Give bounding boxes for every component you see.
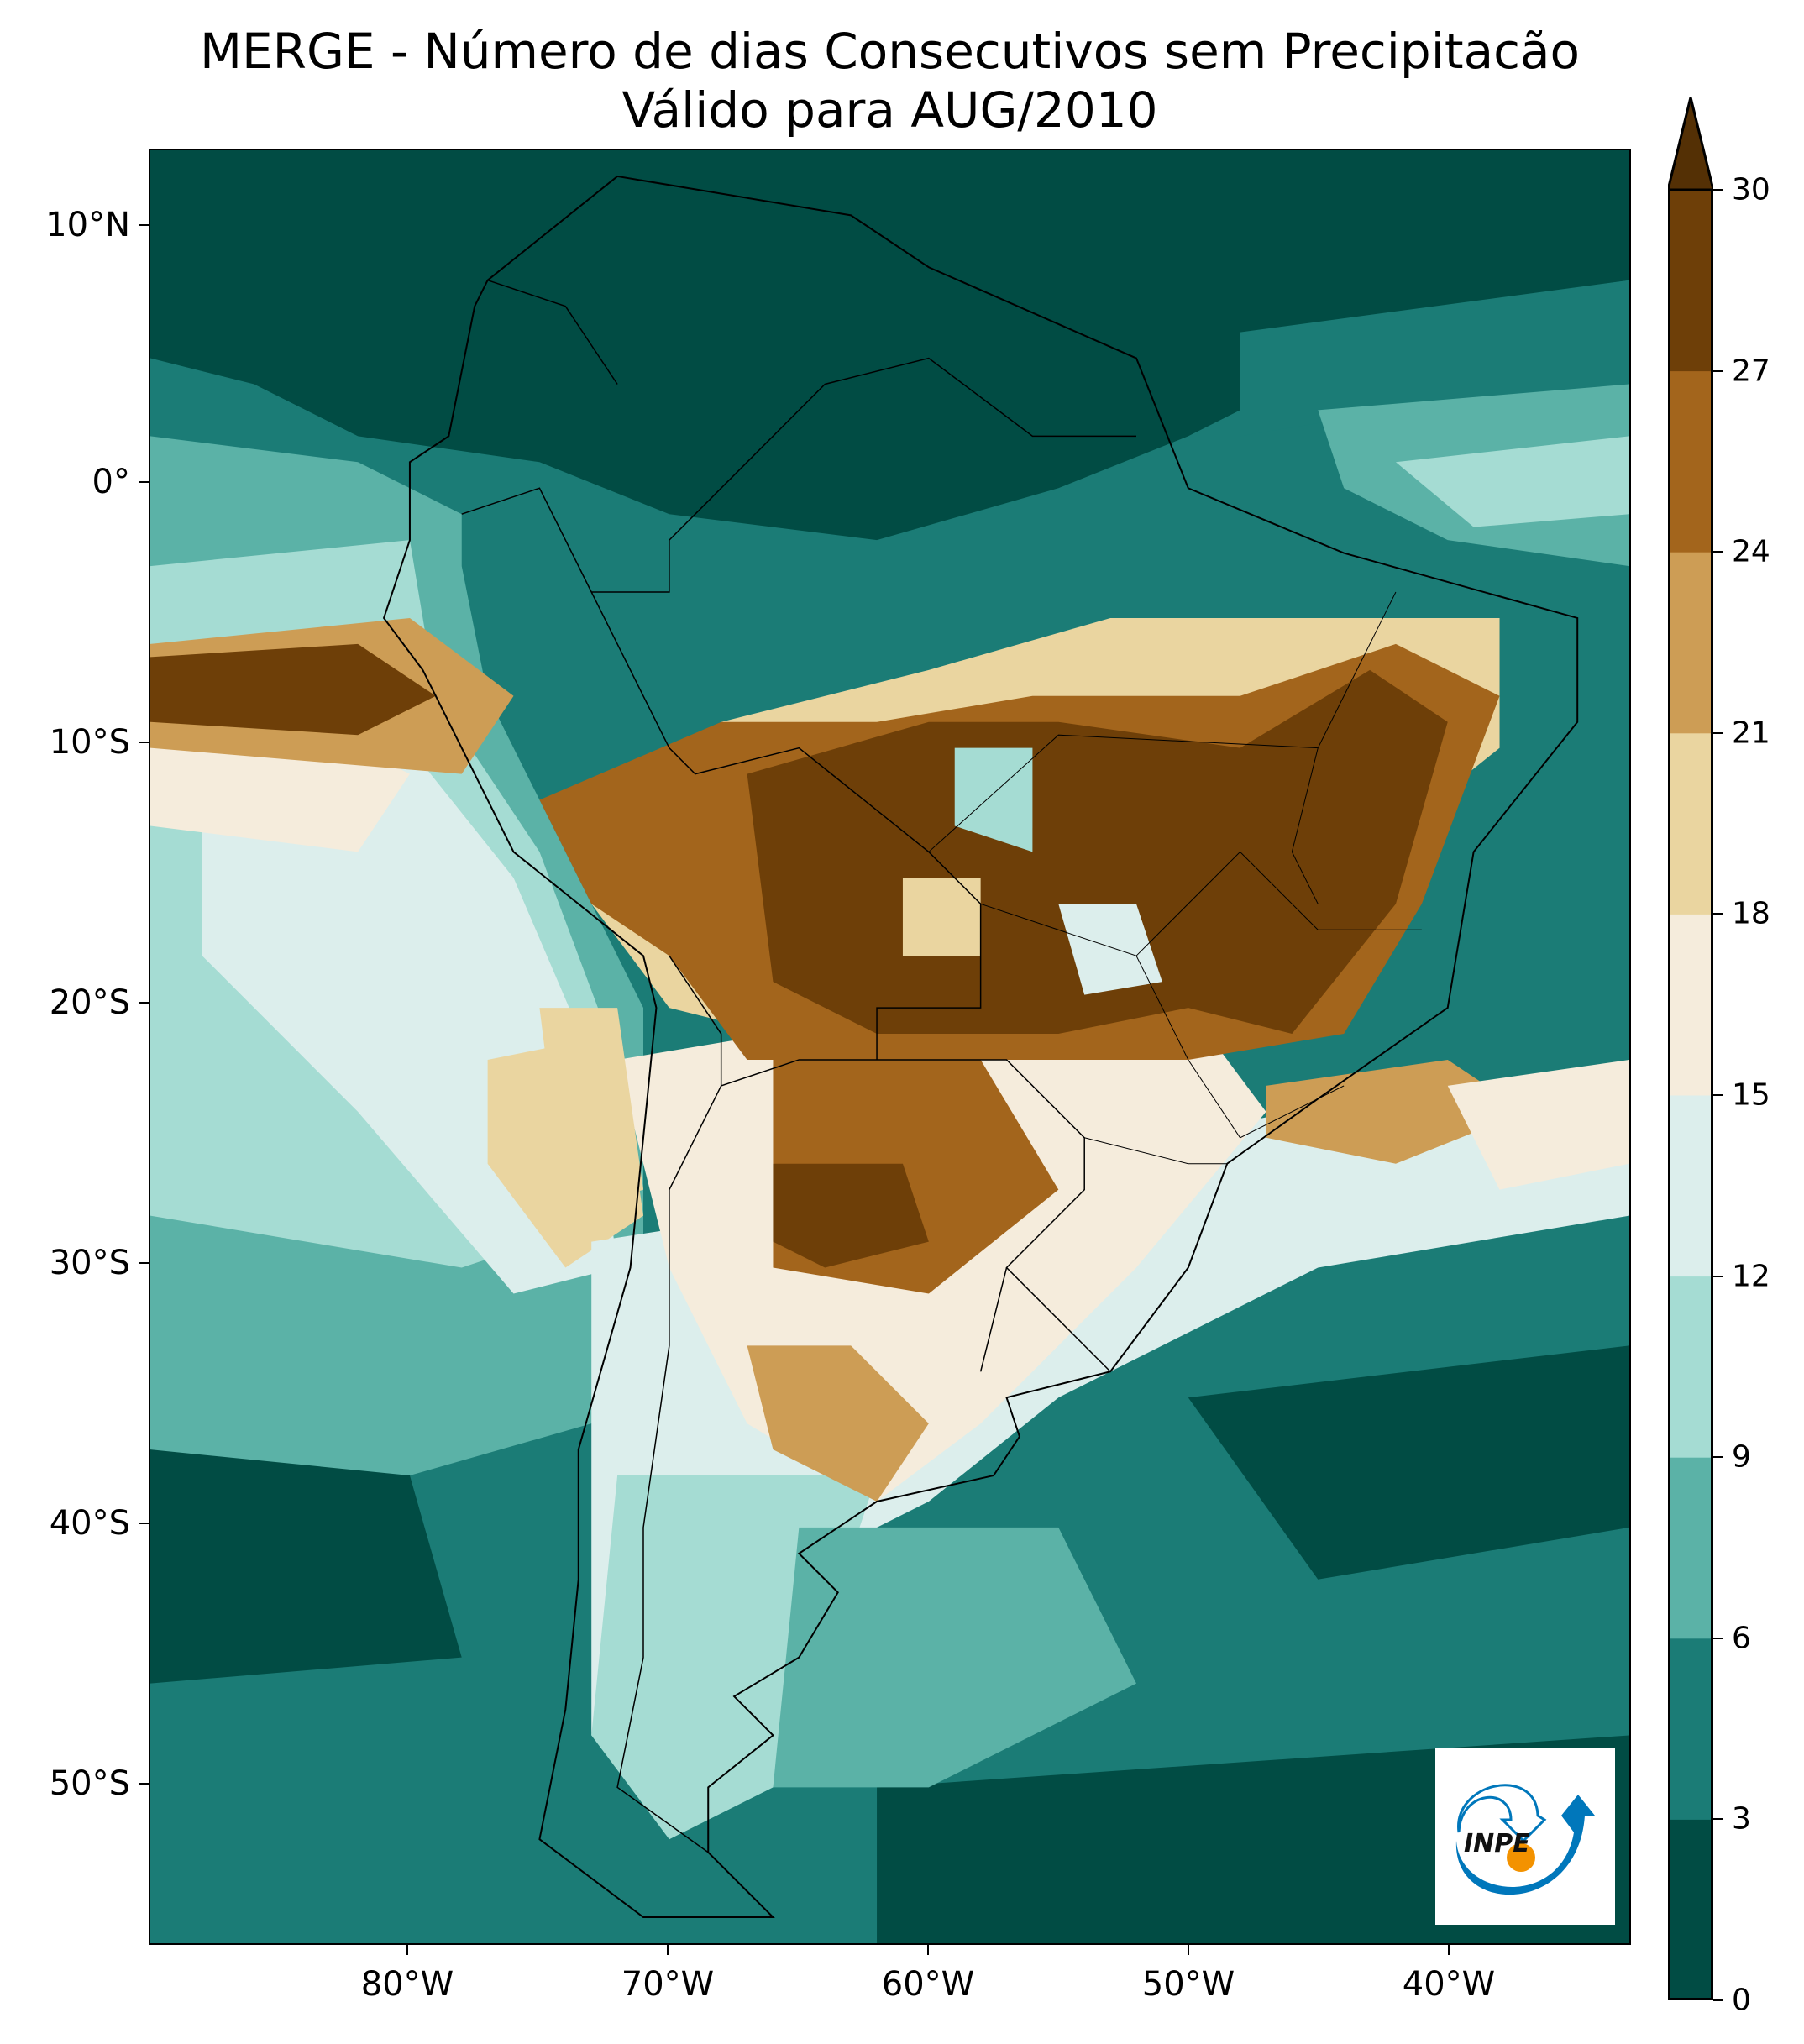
lon-label-40w: 40°W xyxy=(1402,1965,1496,2004)
region-0-3-north xyxy=(150,150,1629,541)
map-panel xyxy=(149,149,1631,1945)
region-18-21-pocket xyxy=(902,878,981,956)
region-27-30-south xyxy=(773,1163,929,1268)
inpe-logo: INPE xyxy=(1435,1748,1615,1925)
colorbar-border xyxy=(1668,188,1713,2000)
colorbar-tick xyxy=(1713,913,1723,915)
colorbar-tick-label: 15 xyxy=(1732,1077,1770,1113)
map-title: MERGE - Número de dias Consecutivos sem … xyxy=(199,23,1581,80)
region-18-21-south xyxy=(539,1008,643,1216)
colorbar-segment xyxy=(1668,552,1713,734)
lat-label-20s: 20°S xyxy=(49,983,130,1022)
lat-tick xyxy=(139,481,149,483)
lat-label-40s: 40°S xyxy=(49,1504,130,1543)
colorbar-segment xyxy=(1668,1638,1713,1820)
lon-tick xyxy=(667,1945,669,1955)
colorbar-tick-label: 9 xyxy=(1732,1439,1751,1475)
lon-tick xyxy=(1448,1945,1450,1955)
region-0-3-southwest xyxy=(150,1449,462,1684)
colorbar-tick xyxy=(1713,1818,1723,1821)
colorbar-tick-label: 18 xyxy=(1732,896,1770,931)
colorbar-tick xyxy=(1713,1094,1723,1096)
colorbar-segment xyxy=(1668,732,1713,915)
lon-label-70w: 70°W xyxy=(621,1965,715,2004)
lon-label-50w: 50°W xyxy=(1141,1965,1235,2004)
lat-tick xyxy=(139,1002,149,1004)
region-12-15-pocket xyxy=(1058,904,1162,995)
colorbar-segment xyxy=(1668,914,1713,1096)
lon-tick xyxy=(406,1945,408,1955)
colorbar-segment xyxy=(1668,370,1713,553)
lat-label-30s: 30°S xyxy=(49,1244,130,1282)
inpe-logo-icon xyxy=(1455,1784,1595,1895)
region-0-3-southeast xyxy=(1188,1345,1629,1580)
lon-tick xyxy=(927,1945,929,1955)
lat-label-0: 0° xyxy=(92,463,130,501)
colorbar-segment xyxy=(1668,1819,1713,2000)
colorbar-tick xyxy=(1713,189,1723,191)
lat-tick xyxy=(139,1262,149,1264)
region-9-12-pocket xyxy=(954,747,1033,852)
south-america-coastline xyxy=(384,176,1577,1917)
colorbar-tick xyxy=(1713,1275,1723,1277)
region-15-18-atlantic xyxy=(1447,1059,1629,1190)
lat-tick xyxy=(139,742,149,743)
lat-label-10n: 10°N xyxy=(45,206,130,244)
region-6-9-argentina xyxy=(773,1527,1136,1788)
lat-tick xyxy=(139,224,149,226)
colorbar-tick xyxy=(1713,369,1723,372)
colorbar-segment xyxy=(1668,1457,1713,1639)
colorbar-tick xyxy=(1713,1456,1723,1459)
colorbar-tick-label: 3 xyxy=(1732,1801,1751,1837)
inpe-logo-text: INPE xyxy=(1464,1829,1530,1858)
region-9-12-east xyxy=(1395,436,1629,527)
lat-label-10s: 10°S xyxy=(49,723,130,762)
precip-map xyxy=(150,150,1629,1943)
colorbar-tick xyxy=(1713,1637,1723,1639)
colorbar-segment xyxy=(1668,1276,1713,1458)
colorbar-tick-label: 12 xyxy=(1732,1259,1770,1294)
colorbar-segment xyxy=(1668,190,1713,372)
colorbar xyxy=(1668,97,1713,2000)
colorbar-tick xyxy=(1713,731,1723,734)
lon-label-60w: 60°W xyxy=(881,1965,975,2004)
brazil-state-borders xyxy=(929,592,1422,1164)
colorbar-tick-label: 30 xyxy=(1732,172,1770,207)
colorbar-tick-label: 27 xyxy=(1732,354,1770,389)
region-27-30-pacific xyxy=(150,643,436,736)
lon-label-80w: 80°W xyxy=(360,1965,454,2004)
country-borders xyxy=(462,280,1136,1853)
lat-tick xyxy=(139,1783,149,1785)
lon-tick xyxy=(1188,1945,1189,1955)
colorbar-tick xyxy=(1713,551,1723,553)
colorbar-segment xyxy=(1668,1095,1713,1277)
lat-label-50s: 50°S xyxy=(49,1764,130,1803)
map-subtitle: Válido para AUG/2010 xyxy=(621,81,1158,139)
lat-tick xyxy=(139,1523,149,1524)
colorbar-tick-label: 6 xyxy=(1732,1621,1751,1656)
colorbar-tick-label: 0 xyxy=(1732,1983,1751,2018)
colorbar-tick-label: 24 xyxy=(1732,534,1770,569)
colorbar-extend-arrow xyxy=(1668,97,1713,191)
colorbar-tick xyxy=(1713,1999,1723,2001)
region-21-24-south xyxy=(747,1345,929,1502)
colorbar-tick-label: 21 xyxy=(1732,715,1770,751)
